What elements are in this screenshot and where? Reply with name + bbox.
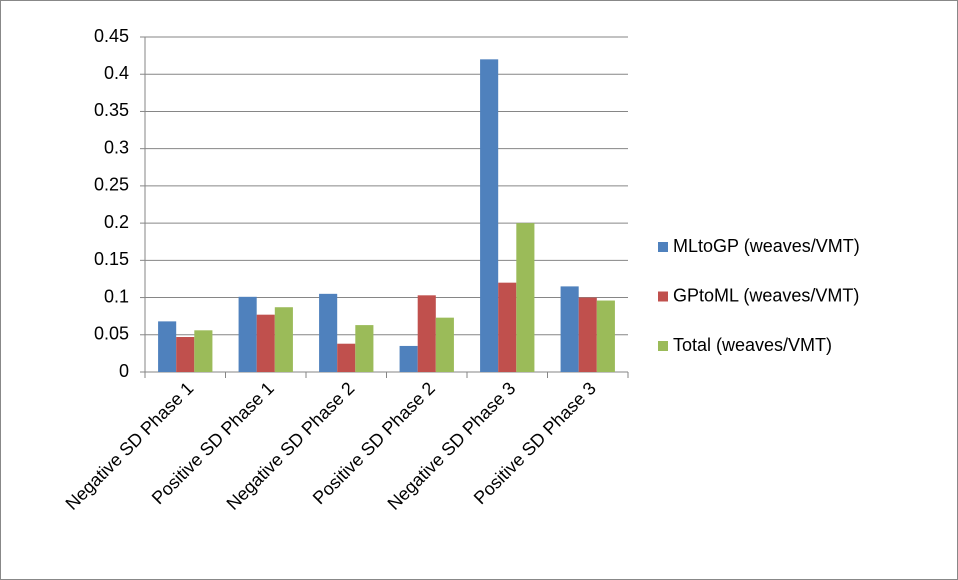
legend-label: GPtoML (weaves/VMT) xyxy=(673,285,859,305)
bar xyxy=(417,295,436,372)
y-tick-label: 0.35 xyxy=(94,100,129,120)
bar xyxy=(176,337,195,372)
bar xyxy=(238,296,257,372)
y-tick-label: 0.3 xyxy=(104,137,129,157)
bar xyxy=(578,297,597,372)
bar xyxy=(158,321,177,372)
y-tick-label: 0.45 xyxy=(94,26,129,46)
legend-swatch xyxy=(658,242,668,252)
y-tick-label: 0.25 xyxy=(94,175,129,195)
bar xyxy=(498,282,517,372)
y-tick-label: 0.15 xyxy=(94,249,129,269)
bar xyxy=(256,314,275,372)
bar xyxy=(337,343,356,372)
y-tick-label: 0.1 xyxy=(104,286,129,306)
bar xyxy=(596,300,615,372)
bar xyxy=(480,59,499,372)
bar xyxy=(194,330,213,372)
bar xyxy=(560,286,579,372)
y-tick-label: 0.4 xyxy=(104,63,129,83)
bar xyxy=(355,325,374,372)
y-tick-label: 0.05 xyxy=(94,324,129,344)
legend-label: Total (weaves/VMT) xyxy=(673,335,832,355)
bar xyxy=(435,317,454,372)
legend-swatch xyxy=(658,291,668,302)
bar xyxy=(399,345,418,372)
legend-label: MLtoGP (weaves/VMT) xyxy=(673,236,860,256)
y-tick-label: 0 xyxy=(119,361,129,381)
bar xyxy=(319,293,338,372)
y-tick-label: 0.2 xyxy=(104,212,129,232)
bar xyxy=(516,223,535,372)
legend-swatch xyxy=(658,341,668,351)
bar xyxy=(274,307,293,372)
